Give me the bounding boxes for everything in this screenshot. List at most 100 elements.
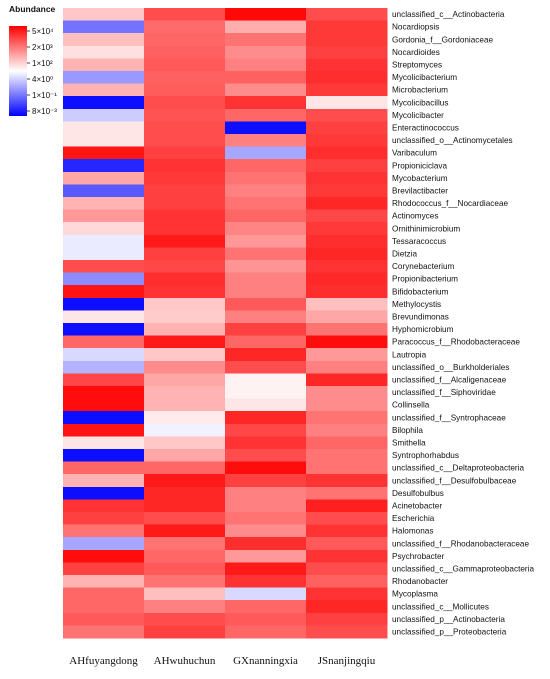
row-label: Hyphomicrobium <box>392 325 454 334</box>
heatmap-cell <box>306 8 388 22</box>
row-label: Ornithinimicrobium <box>392 224 460 233</box>
heatmap-cell <box>144 71 226 85</box>
heatmap-cell <box>63 234 145 248</box>
heatmap-cell <box>144 360 226 374</box>
heatmap-cell <box>63 171 145 185</box>
heatmap-cell <box>63 499 145 513</box>
heatmap-cell <box>144 171 226 185</box>
heatmap-cell <box>306 348 388 362</box>
heatmap-cell <box>225 512 307 526</box>
row-label: Microbacterium <box>392 86 448 95</box>
column-label: AHfuyangdong <box>69 655 138 667</box>
heatmap-cell <box>306 386 388 400</box>
heatmap-cell <box>225 474 307 488</box>
heatmap-cell <box>306 360 388 374</box>
heatmap-cell <box>144 121 226 135</box>
heatmap-cell <box>225 96 307 110</box>
row-label: Mycolicibacterium <box>392 73 457 82</box>
heatmap-cell <box>144 197 226 211</box>
row-label: unclassified_f__Siphoviridae <box>392 388 496 397</box>
row-label: Mycolicibacillus <box>392 98 448 107</box>
heatmap-cell <box>144 449 226 463</box>
heatmap-cell <box>63 537 145 551</box>
row-label: unclassified_o__Actinomycetales <box>392 136 513 145</box>
legend-color-bar <box>9 26 27 116</box>
row-label: unclassified_c__Actinobacteria <box>392 10 505 19</box>
heatmap-cell <box>144 310 226 324</box>
heatmap-cell <box>63 625 145 639</box>
row-label: unclassified_f__Syntrophaceae <box>392 413 506 422</box>
heatmap-cell <box>144 335 226 349</box>
heatmap-cell <box>144 260 226 274</box>
heatmap-cell <box>63 474 145 488</box>
heatmap-cell <box>306 600 388 614</box>
heatmap-cell <box>63 108 145 122</box>
heatmap-cell <box>306 461 388 475</box>
row-label: Streptomyces <box>392 60 442 69</box>
heatmap-cell <box>63 348 145 362</box>
heatmap-cell <box>144 20 226 34</box>
heatmap-cell <box>225 83 307 97</box>
heatmap-cell <box>63 310 145 324</box>
heatmap-cells <box>63 8 388 639</box>
column-label: GXnanningxia <box>233 655 298 667</box>
heatmap-cell <box>306 121 388 135</box>
row-label: Rhodanobacter <box>392 577 448 586</box>
heatmap-cell <box>225 121 307 135</box>
row-label: unclassified_o__Burkholderiales <box>392 363 509 372</box>
heatmap-cell <box>144 562 226 576</box>
heatmap-cell <box>63 587 145 601</box>
row-label: Smithella <box>392 438 426 447</box>
row-label: unclassified_p__Actinobacteria <box>392 615 505 624</box>
heatmap-cell <box>225 335 307 349</box>
heatmap-cell <box>225 549 307 563</box>
heatmap-cell <box>306 197 388 211</box>
legend-tick-label: 5×10⁴ <box>32 27 54 36</box>
heatmap-cell <box>306 260 388 274</box>
heatmap-cell <box>306 562 388 576</box>
heatmap-cell <box>225 436 307 450</box>
heatmap-cell <box>306 524 388 538</box>
heatmap-cell <box>225 537 307 551</box>
heatmap-cell <box>144 436 226 450</box>
heatmap-cell <box>306 285 388 299</box>
heatmap-cell <box>225 373 307 387</box>
heatmap-cell <box>63 461 145 475</box>
heatmap-cell <box>144 386 226 400</box>
heatmap-cell <box>306 234 388 248</box>
heatmap-cell <box>225 197 307 211</box>
row-label: unclassified_c__Mollicutes <box>392 602 489 611</box>
heatmap-cell <box>225 348 307 362</box>
heatmap-cell <box>63 398 145 412</box>
heatmap-cell <box>144 411 226 425</box>
heatmap-cell <box>63 272 145 286</box>
heatmap-cell <box>63 386 145 400</box>
heatmap-cell <box>225 247 307 261</box>
heatmap-cell <box>144 272 226 286</box>
row-label: Halomonas <box>392 527 433 536</box>
heatmap-cell <box>63 71 145 85</box>
column-label: AHwuhuchun <box>154 655 216 667</box>
row-label: Psychrobacter <box>392 552 445 561</box>
heatmap-cell <box>144 423 226 437</box>
heatmap-cell <box>144 575 226 589</box>
heatmap-cell <box>306 134 388 148</box>
heatmap-cell <box>225 499 307 513</box>
row-label: Varibaculum <box>392 149 437 158</box>
heatmap-cell <box>225 171 307 185</box>
row-label: unclassified_p__Proteobacteria <box>392 627 507 636</box>
heatmap-cell <box>306 96 388 110</box>
heatmap-cell <box>306 423 388 437</box>
heatmap-cell <box>63 423 145 437</box>
heatmap-cell <box>144 33 226 47</box>
heatmap-cell <box>225 33 307 47</box>
heatmap-cell <box>225 386 307 400</box>
heatmap-cell <box>63 297 145 311</box>
row-label: Actinomyces <box>392 212 438 221</box>
heatmap-cell <box>225 222 307 236</box>
heatmap-cell <box>144 45 226 59</box>
heatmap-cell <box>306 323 388 337</box>
heatmap-cell <box>225 20 307 34</box>
heatmap-cell <box>63 33 145 47</box>
heatmap-cell <box>306 58 388 72</box>
